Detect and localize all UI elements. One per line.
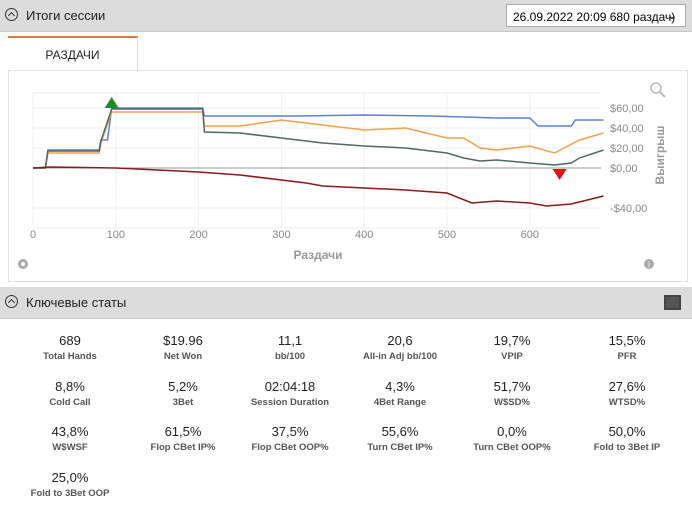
stat: 5,2% 3Bet — [128, 379, 238, 408]
stat-label: Flop CBet OOP% — [251, 442, 329, 453]
stat-label: VPIP — [501, 351, 523, 362]
header-title: Итоги сессии — [26, 8, 106, 23]
stat: $19.96 Net Won — [128, 333, 238, 362]
session-text: 26.09.2022 20:09 680 раздач) — [513, 10, 676, 24]
y-tick-label: -$40,00 — [610, 203, 647, 215]
y-tick-label: $20,00 — [610, 143, 644, 155]
stat-value: 0,0% — [497, 424, 527, 439]
stat-label: PFR — [617, 351, 637, 362]
stat-label: W$WSF — [52, 442, 88, 453]
stat-value: 61,5% — [164, 424, 202, 439]
stat-value: 51,7% — [493, 378, 531, 394]
series-line — [33, 108, 604, 169]
collapse-button[interactable] — [5, 295, 18, 308]
stat-value: 5,2% — [168, 378, 198, 394]
stat-value: 50,0% — [608, 424, 646, 439]
max-marker — [104, 97, 119, 108]
stat: 19,7% VPIP — [457, 333, 567, 362]
stat-label: Flop CBet IP% — [150, 442, 216, 453]
stat-value: 689 — [59, 333, 81, 348]
stat-label: bb/100 — [274, 351, 306, 362]
min-marker — [552, 169, 567, 180]
stat: 20,6 All-in Adj bb/100 — [345, 333, 455, 362]
stat-value: 20,6 — [387, 333, 413, 348]
stat: 689 Total Hands — [15, 333, 125, 362]
stat: 27,6% WTSD% — [572, 379, 682, 408]
x-tick-label: 0 — [30, 229, 36, 241]
series-line — [32, 166, 604, 207]
stat-value: 02:04:18 — [264, 378, 316, 394]
stat: 61,5% Flop CBet IP% — [128, 424, 238, 453]
stat-value: 43,8% — [51, 424, 89, 439]
chart: i Раздачи Выигрыш 0 100 200 300 400 500 600 $60… — [18, 82, 667, 269]
stat: 55,6% Turn CBet IP% — [345, 424, 455, 453]
x-tick-label: 600 — [521, 229, 539, 241]
stat: 25,0% Fold to 3Bet OOP — [15, 470, 125, 499]
y-tick-label: $60,00 — [610, 103, 644, 115]
stat: 15,5% PFR — [572, 333, 682, 362]
y-tick-label: $0,00 — [610, 163, 638, 175]
y-tick-label: $40,00 — [610, 123, 644, 135]
collapse-button[interactable] — [5, 8, 18, 21]
chart-panel — [8, 70, 688, 282]
session-header: Итоги сессии 26.09.2022 20:09 680 раздач… — [0, 0, 692, 32]
stat: 11,1 bb/100 — [235, 333, 345, 362]
stat-label: W$SD% — [494, 396, 530, 408]
stat: 0,0% Turn CBet OOP% — [457, 424, 567, 453]
stat-label: Cold Call — [49, 396, 91, 408]
stat-label: Fold to 3Bet IP — [593, 442, 661, 453]
stat-label: Fold to 3Bet OOP — [30, 487, 110, 499]
stat-value: 8,8% — [55, 378, 85, 394]
x-tick-label: 500 — [438, 229, 456, 241]
stat-label: All-in Adj bb/100 — [362, 351, 438, 362]
stats-title: Ключевые статы — [26, 295, 127, 310]
svg-text:i: i — [648, 260, 650, 269]
x-tick-label: 200 — [189, 229, 207, 241]
stat: 43,8% W$WSF — [15, 424, 125, 453]
stat-value: $19.96 — [163, 333, 203, 348]
stat-label: WTSD% — [608, 396, 646, 408]
stat: 02:04:18 Session Duration — [235, 379, 345, 408]
stat-value: 55,6% — [381, 424, 419, 439]
stat-label: 3Bet — [172, 396, 194, 408]
stat-value: 27,6% — [608, 378, 646, 394]
stat-label: 4Bet Range — [373, 396, 427, 408]
stat: 37,5% Flop CBet OOP% — [235, 424, 345, 453]
layout-button[interactable] — [664, 295, 681, 310]
x-tick-label: 100 — [107, 229, 125, 241]
stat: 4,3% 4Bet Range — [345, 379, 455, 408]
stat-value: 15,5% — [608, 333, 646, 348]
stat: 51,7% W$SD% — [457, 379, 567, 408]
stats-header: Ключевые статы — [0, 287, 692, 319]
stat-label: Total Hands — [43, 351, 97, 362]
series-line — [33, 107, 604, 169]
stat-value: 37,5% — [271, 424, 309, 439]
stat-label: Turn CBet IP% — [367, 442, 433, 453]
x-tick-label: 300 — [272, 229, 290, 241]
stat-value: 4,3% — [385, 378, 415, 394]
x-axis-title: Раздачи — [294, 248, 343, 262]
stat-value: 25,0% — [51, 469, 89, 485]
series-line — [33, 111, 604, 169]
stat-label: Session Duration — [250, 396, 330, 408]
stat-value: 11,1 — [277, 333, 303, 348]
stat-label: Turn CBet OOP% — [473, 442, 551, 453]
tab[interactable]: РАЗДАЧИ — [8, 36, 138, 72]
stat: 8,8% Cold Call — [15, 379, 125, 408]
stat-value: 19,7% — [493, 333, 531, 348]
session-dropdown[interactable]: 26.09.2022 20:09 680 раздач) ⌄ — [506, 4, 686, 27]
y-axis-title: Выигрыш — [653, 126, 667, 185]
stat-label: Net Won — [163, 351, 203, 362]
stat: 50,0% Fold to 3Bet IP — [572, 424, 682, 453]
x-tick-label: 400 — [355, 229, 373, 241]
